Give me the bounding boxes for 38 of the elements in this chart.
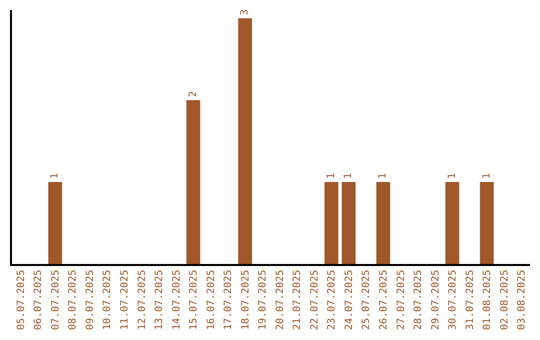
x-tick-label: 11.07.2025 [119, 270, 130, 330]
x-tick-label: 06.07.2025 [33, 270, 44, 330]
data-label: 1 [446, 173, 458, 180]
x-tick-label: 13.07.2025 [154, 270, 166, 330]
x-tick-label: 25.07.2025 [361, 270, 372, 330]
x-tick-label: 05.07.2025 [16, 270, 27, 330]
x-tick-label: 15.07.2025 [188, 270, 200, 330]
x-tick-label: 29.07.2025 [430, 270, 442, 330]
x-tick-label: 12.07.2025 [136, 270, 148, 330]
x-tick-label: 19.07.2025 [258, 270, 269, 330]
data-label: 1 [481, 173, 492, 180]
x-tick-label: 16.07.2025 [206, 270, 217, 330]
x-tick-label: 31.07.2025 [464, 270, 476, 330]
x-tick-label: 18.07.2025 [240, 270, 252, 330]
data-label: 1 [50, 173, 61, 180]
data-label: 3 [240, 9, 251, 16]
x-tick-label: 09.07.2025 [84, 270, 96, 330]
x-tick-label: 28.07.2025 [413, 270, 424, 330]
x-tick-label: 10.07.2025 [102, 270, 114, 330]
x-tick-label: 20.07.2025 [274, 270, 286, 330]
x-tick-label: 21.07.2025 [292, 270, 304, 330]
x-tick-label: 27.07.2025 [396, 270, 407, 330]
x-tick-label: 08.07.2025 [68, 270, 79, 330]
x-tick-label: 03.08.2025 [516, 270, 528, 330]
x-tick-label: 30.07.2025 [448, 270, 459, 330]
x-tick-label: 02.08.2025 [499, 270, 510, 330]
x-tick-label: 01.08.2025 [482, 270, 494, 330]
x-tick-label: 17.07.2025 [223, 270, 234, 330]
data-label: 2 [188, 91, 199, 98]
data-label: 1 [326, 173, 337, 180]
x-tick-label: 07.07.2025 [50, 270, 62, 330]
data-label: 1 [378, 173, 389, 180]
x-tick-label: 22.07.2025 [309, 270, 320, 330]
x-tick-label: 14.07.2025 [171, 270, 182, 330]
x-tick-label: 24.07.2025 [344, 270, 355, 330]
data-label: 1 [343, 173, 354, 180]
x-tick-label: 26.07.2025 [378, 270, 390, 330]
x-tick-label: 23.07.2025 [326, 270, 338, 330]
